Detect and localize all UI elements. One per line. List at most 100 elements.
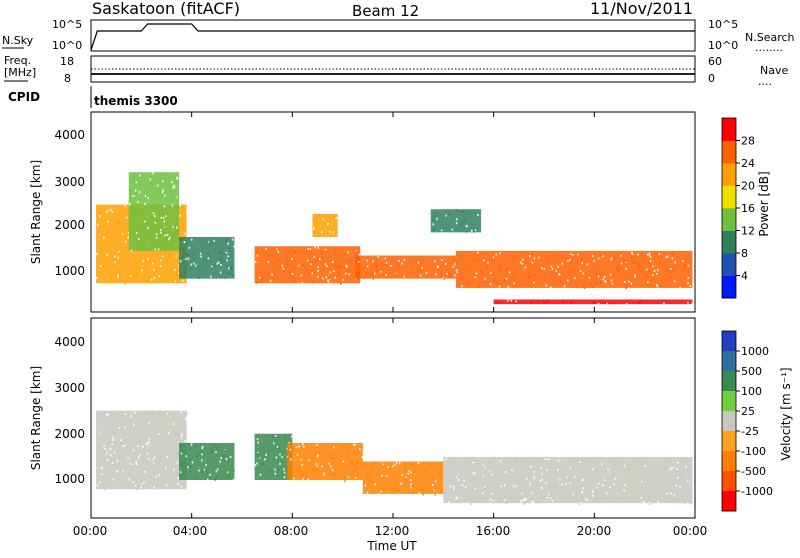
velocity-speckle (132, 449, 135, 452)
power-speckle (147, 206, 149, 209)
power-speckle (227, 242, 229, 245)
velocity-speckle (453, 485, 455, 488)
power-speckle (556, 253, 559, 256)
power-speckle (597, 257, 600, 260)
power-speckle (148, 276, 150, 279)
power-speckle (226, 259, 228, 262)
power-speckle (473, 230, 475, 233)
power-speckle (117, 274, 120, 276)
velocity-speckle (684, 502, 686, 505)
power-speckle (230, 264, 233, 267)
velocity-speckle (670, 467, 672, 470)
power-speckle (607, 280, 610, 283)
power-speckle (346, 265, 348, 268)
power-speckle (144, 239, 146, 242)
power-speckle (324, 263, 327, 266)
power-speckle (114, 261, 116, 264)
velocity-speckle (559, 478, 561, 481)
velocity-speckle (404, 468, 407, 471)
power-speckle (575, 286, 578, 289)
velocity-speckle (504, 471, 507, 473)
velocity-speckle (464, 486, 467, 489)
velocity-speckle (472, 458, 474, 461)
power-speckle (159, 229, 162, 231)
power-speckle (345, 260, 348, 263)
power-speckle (106, 230, 109, 233)
power-speckle (318, 214, 320, 216)
velocity-speckle (505, 502, 508, 505)
power-speckle (126, 216, 128, 219)
velocity-speckle (673, 494, 675, 497)
power-speckle (127, 274, 129, 277)
power-patch-3 (254, 246, 361, 284)
velocity-speckle (121, 454, 123, 457)
power-speckle (620, 254, 622, 257)
power-speckle (543, 268, 545, 270)
velocity-speckle (429, 462, 431, 465)
velocity-speckle (301, 472, 304, 475)
velocity-speckle (353, 464, 356, 467)
power-speckle (533, 281, 535, 284)
velocity-speckle (104, 488, 107, 491)
velocity-speckle (627, 467, 630, 470)
power-speckle (480, 213, 483, 216)
power-speckle (164, 216, 167, 219)
power-speckle (176, 271, 178, 274)
power-speckle (218, 261, 220, 264)
power-speckle (181, 235, 183, 238)
power-speckle (174, 266, 176, 269)
power-speckle (474, 276, 477, 278)
velocity-speckle (135, 463, 138, 465)
velocity-speckle (329, 457, 332, 460)
power-speckle (374, 272, 376, 275)
power-speckle (225, 251, 228, 254)
velocity-speckle (281, 460, 283, 463)
velocity-speckle (113, 451, 116, 454)
velocity-patch-0 (96, 410, 187, 490)
power-speckle (167, 225, 169, 228)
velocity-speckle (626, 467, 629, 470)
velocity-speckle (660, 482, 662, 485)
velocity-speckle (302, 477, 304, 480)
power-speckle (109, 277, 112, 280)
power-speckle (652, 274, 654, 276)
velocity-speckle (410, 471, 412, 474)
power-speckle (150, 279, 153, 281)
velocity-speckle (194, 478, 196, 480)
power-speckle (294, 251, 296, 254)
nsearch-label: N.Search (745, 31, 795, 44)
velocity-speckle (543, 496, 545, 499)
velocity-speckle (146, 411, 149, 414)
power-speckle (342, 278, 345, 281)
velocity-speckle (542, 496, 544, 499)
velocity-speckle (468, 497, 471, 500)
velocity-speckle (166, 412, 168, 415)
power-speckle (327, 222, 329, 225)
power-speckle (345, 272, 347, 275)
power-speckle (366, 256, 369, 259)
power-speckle (574, 277, 576, 280)
power-speckle (445, 232, 448, 235)
velocity-speckle (157, 426, 159, 429)
power-speckle (129, 240, 132, 243)
velocity-speckle (589, 471, 591, 474)
power-speckle (174, 279, 177, 282)
power-speckle (101, 226, 103, 229)
power-speckle (292, 276, 294, 279)
power-speckle (178, 272, 180, 275)
nsearch-tick-bottom: 10^0 (708, 39, 738, 52)
velocity-speckle (504, 499, 506, 502)
power-speckle (613, 273, 615, 276)
velocity-speckle (201, 447, 204, 449)
velocity-ytick-3000: 3000 (54, 381, 85, 395)
power-speckle (163, 216, 165, 219)
power-speckle (173, 224, 175, 227)
velocity-speckle (158, 444, 160, 446)
nsearch-legend: ........ (755, 41, 783, 54)
velocity-speckle (153, 486, 156, 489)
power-speckle (584, 261, 587, 264)
power-speckle (592, 286, 594, 288)
power-speckle (666, 261, 668, 263)
power-speckle (175, 255, 177, 258)
power-speckle (425, 271, 428, 274)
